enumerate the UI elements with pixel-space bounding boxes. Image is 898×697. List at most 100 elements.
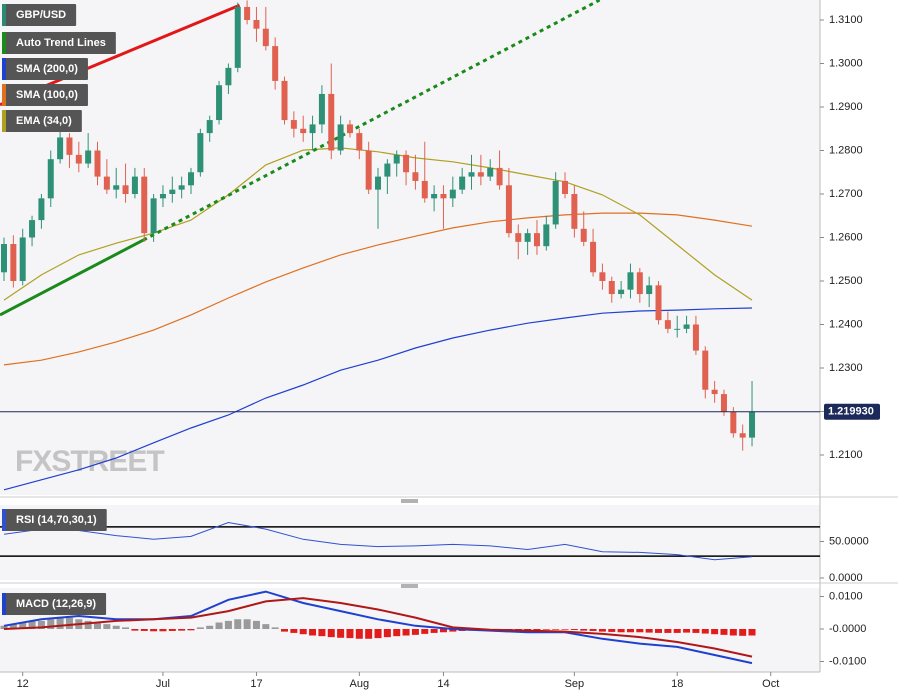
- histogram-bar: [561, 629, 569, 630]
- histogram-bar: [103, 624, 111, 630]
- watermark: FXSTREET: [15, 445, 164, 478]
- candle-body: [384, 163, 391, 177]
- legend-swatch: [2, 58, 6, 80]
- candle-body: [702, 350, 709, 390]
- candle-body: [346, 124, 353, 134]
- histogram-bar: [262, 624, 270, 630]
- legend-label: EMA (34,0): [16, 115, 72, 127]
- histogram-bar: [327, 629, 335, 638]
- y-tick-label: 1.2800: [829, 144, 863, 156]
- y-tick-label: 1.3000: [829, 57, 863, 69]
- candle-body: [449, 189, 456, 199]
- histogram-bar: [598, 629, 606, 632]
- histogram-bar: [449, 629, 457, 632]
- candle-body: [131, 176, 138, 194]
- histogram-bar: [383, 629, 391, 638]
- histogram-bar: [439, 629, 447, 633]
- x-tick-label: 12: [17, 678, 29, 690]
- legend-box: [2, 84, 88, 106]
- candle-body: [393, 154, 400, 164]
- histogram-bar: [178, 629, 186, 631]
- x-tick-label: 18: [671, 678, 683, 690]
- histogram-bar: [626, 629, 634, 633]
- histogram-bar: [664, 629, 672, 633]
- candle-body: [515, 233, 522, 242]
- legend-item: SMA (200,0): [2, 58, 88, 80]
- legend-swatch: [2, 509, 6, 531]
- histogram-bar: [589, 629, 597, 631]
- candle-body: [281, 80, 288, 121]
- candle-body: [412, 172, 419, 181]
- trend-line: [0, 238, 144, 317]
- y-tick-label: -0.0000: [829, 623, 866, 635]
- candle-body: [113, 185, 120, 190]
- histogram-bar: [533, 629, 541, 630]
- legend-label: Auto Trend Lines: [16, 37, 106, 49]
- histogram-bar: [187, 629, 195, 631]
- legend-swatch: [2, 84, 6, 106]
- candle-body: [477, 172, 484, 177]
- candle-body: [85, 150, 92, 164]
- histogram-bar: [140, 629, 148, 631]
- candle-body: [159, 193, 166, 199]
- y-tick-label: 50.0000: [829, 535, 869, 547]
- overlay-line: [3, 307, 753, 491]
- histogram-bar: [720, 629, 728, 635]
- histogram-bar: [234, 619, 242, 630]
- candle-body: [608, 280, 615, 295]
- candle-body: [664, 320, 671, 329]
- x-tick-label: 17: [250, 678, 262, 690]
- histogram-bar: [196, 627, 204, 630]
- legend-item: RSI (14,70,30,1): [2, 509, 107, 531]
- candle-body: [290, 120, 297, 129]
- candle-body: [94, 150, 101, 177]
- candle-body: [141, 176, 148, 234]
- histogram-bar: [617, 629, 625, 633]
- candle-body: [29, 220, 36, 238]
- histogram-bar: [421, 629, 429, 634]
- legend-item: MACD (12,26,9): [2, 593, 107, 615]
- histogram-bar: [19, 622, 27, 630]
- candle-body: [421, 180, 428, 199]
- overlay-line: [3, 147, 753, 301]
- candle-body: [47, 159, 54, 199]
- candle-body: [234, 6, 241, 68]
- candle-body: [627, 272, 634, 290]
- legend-box: [2, 110, 82, 132]
- candle-body: [1, 244, 8, 273]
- y-tick-label: 1.2500: [829, 275, 863, 287]
- x-tick-label: 14: [437, 678, 449, 690]
- histogram-bar: [150, 629, 158, 632]
- histogram-bar: [580, 629, 588, 631]
- histogram-bar: [28, 620, 36, 630]
- histogram-bar: [608, 629, 616, 632]
- candle-body: [440, 193, 447, 199]
- histogram-bar: [290, 629, 298, 633]
- drag-handle[interactable]: [401, 499, 418, 588]
- candle-body: [749, 411, 756, 438]
- candle-body: [720, 394, 727, 412]
- histogram-bar: [692, 629, 700, 633]
- candle-body: [646, 285, 653, 295]
- candle-body: [580, 228, 587, 242]
- candle-body: [674, 328, 681, 330]
- histogram-bar: [636, 629, 644, 633]
- candle-body: [375, 176, 382, 190]
- histogram-bar: [337, 629, 345, 638]
- histogram-bar: [683, 629, 691, 633]
- candle-body: [318, 93, 325, 125]
- histogram-bar: [309, 629, 317, 636]
- candle-body: [66, 137, 73, 155]
- histogram-bar: [673, 629, 681, 633]
- candle-body: [552, 180, 559, 225]
- candle-body: [599, 272, 606, 281]
- rsi-panel: [0, 505, 820, 580]
- candle-body: [365, 150, 372, 190]
- histogram-bar: [112, 625, 120, 630]
- histogram-bar: [122, 627, 130, 630]
- y-tick-label: 1.3100: [829, 14, 863, 26]
- candle-body: [356, 133, 363, 151]
- histogram-bar: [542, 629, 550, 630]
- histogram-bar: [346, 629, 354, 639]
